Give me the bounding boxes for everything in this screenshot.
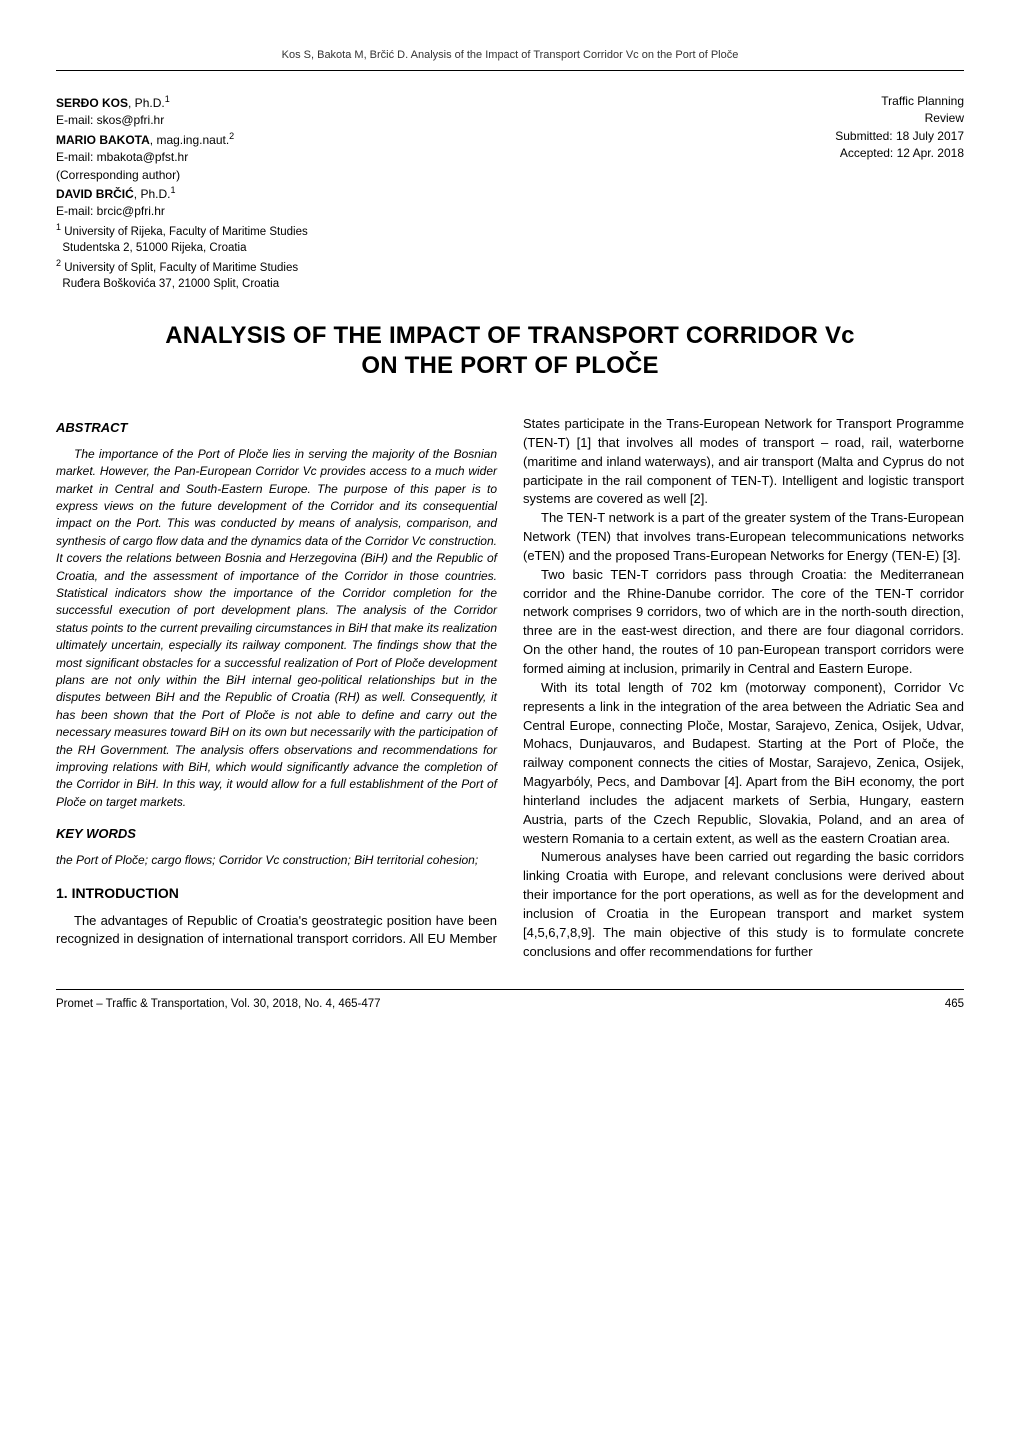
footer-page-number: 465 — [945, 996, 964, 1013]
intro-heading: 1. INTRODUCTION — [56, 883, 497, 903]
authors-affiliations: SERĐO KOS, Ph.D.1 E-mail: skos@pfri.hr M… — [56, 93, 555, 293]
author-title: , Ph.D. — [128, 96, 165, 110]
affil-text: University of Rijeka, Faculty of Maritim… — [64, 226, 308, 238]
author-affil-sup: 1 — [165, 94, 170, 104]
title-line-1: ANALYSIS OF THE IMPACT OF TRANSPORT CORR… — [56, 321, 964, 351]
author-line: MARIO BAKOTA, mag.ing.naut.2 — [56, 130, 555, 149]
abstract-heading: ABSTRACT — [56, 419, 497, 438]
section-label: Traffic Planning — [601, 93, 964, 110]
affiliation-line2: Ruđera Boškovića 37, 21000 Split, Croati… — [56, 276, 555, 293]
article-title: ANALYSIS OF THE IMPACT OF TRANSPORT CORR… — [56, 321, 964, 381]
author-name: MARIO BAKOTA — [56, 133, 150, 147]
author-affil-sup: 2 — [229, 131, 234, 141]
keywords-body: the Port of Ploče; cargo flows; Corridor… — [56, 852, 497, 869]
abstract-body: The importance of the Port of Ploče lies… — [56, 446, 497, 811]
author-email: E-mail: skos@pfri.hr — [56, 112, 555, 129]
body-paragraph: The TEN-T network is a part of the great… — [523, 509, 964, 566]
affil-text: University of Split, Faculty of Maritime… — [64, 262, 298, 274]
affil-sup: 1 — [56, 222, 61, 232]
affiliation-line2: Studentska 2, 51000 Rijeka, Croatia — [56, 240, 555, 257]
author-line: SERĐO KOS, Ph.D.1 — [56, 93, 555, 112]
body-paragraph: Two basic TEN-T corridors pass through C… — [523, 566, 964, 679]
author-affil-sup: 1 — [170, 185, 175, 195]
corresponding-note: (Corresponding author) — [56, 167, 555, 184]
author-name: DAVID BRČIĆ — [56, 187, 134, 201]
body-columns: ABSTRACT The importance of the Port of P… — [56, 415, 964, 961]
running-head: Kos S, Bakota M, Brčić D. Analysis of th… — [56, 48, 964, 71]
footer-journal-info: Promet – Traffic & Transportation, Vol. … — [56, 996, 381, 1013]
meta-block: SERĐO KOS, Ph.D.1 E-mail: skos@pfri.hr M… — [56, 93, 964, 293]
accepted-date: Accepted: 12 Apr. 2018 — [601, 145, 964, 162]
affil-text: Ruđera Boškovića 37, 21000 Split, Croati… — [62, 278, 279, 290]
author-line: DAVID BRČIĆ, Ph.D.1 — [56, 184, 555, 203]
author-title: , Ph.D. — [134, 187, 171, 201]
author-name: SERĐO KOS — [56, 96, 128, 110]
author-email: E-mail: mbakota@pfst.hr — [56, 149, 555, 166]
article-info: Traffic Planning Review Submitted: 18 Ju… — [601, 93, 964, 293]
keywords-heading: KEY WORDS — [56, 825, 497, 844]
article-type: Review — [601, 110, 964, 127]
author-title: , mag.ing.naut. — [150, 133, 229, 147]
page-footer: Promet – Traffic & Transportation, Vol. … — [56, 989, 964, 1013]
affil-sup: 2 — [56, 258, 61, 268]
author-email: E-mail: brcic@pfri.hr — [56, 203, 555, 220]
affil-text: Studentska 2, 51000 Rijeka, Croatia — [62, 242, 246, 254]
body-paragraph: With its total length of 702 km (motorwa… — [523, 679, 964, 849]
title-line-2: ON THE PORT OF PLOČE — [56, 351, 964, 381]
affiliation: 2 University of Split, Faculty of Mariti… — [56, 257, 555, 277]
submitted-date: Submitted: 18 July 2017 — [601, 128, 964, 145]
affiliation: 1 University of Rijeka, Faculty of Marit… — [56, 221, 555, 241]
body-paragraph: Numerous analyses have been carried out … — [523, 848, 964, 961]
